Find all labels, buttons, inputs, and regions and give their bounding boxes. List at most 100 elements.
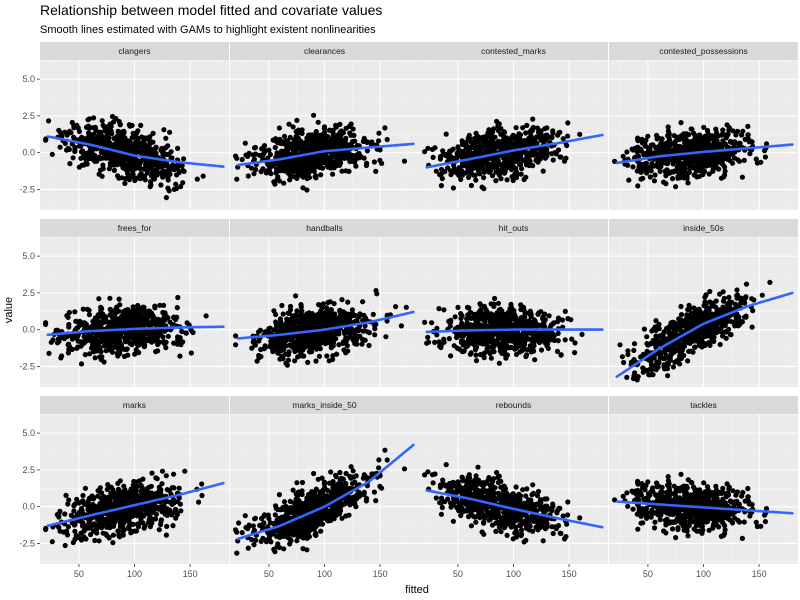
data-point [513, 125, 519, 131]
data-point [724, 132, 731, 138]
data-point [127, 317, 133, 323]
data-point [145, 331, 151, 337]
data-point [523, 353, 529, 360]
data-point [321, 338, 327, 344]
data-point [330, 353, 336, 359]
data-point [302, 157, 308, 163]
data-point [382, 125, 388, 131]
data-point [524, 347, 531, 353]
data-point [715, 141, 721, 147]
data-point [640, 175, 646, 181]
data-point [638, 169, 644, 175]
data-point [352, 341, 358, 347]
data-point [57, 144, 63, 150]
data-point [624, 149, 630, 155]
data-point [329, 311, 335, 317]
data-point [504, 177, 510, 183]
data-point [318, 172, 324, 178]
data-point [257, 327, 263, 333]
data-point [691, 172, 697, 178]
data-point [85, 117, 91, 123]
data-point [534, 125, 541, 131]
data-point [251, 156, 257, 162]
data-point [758, 159, 764, 165]
data-point [310, 344, 316, 350]
data-point [313, 358, 319, 364]
data-point [741, 157, 747, 163]
facet-panel-handballs: handballs [230, 219, 419, 387]
data-point [523, 158, 529, 164]
data-point [718, 175, 725, 181]
data-point [372, 326, 378, 332]
data-point [345, 299, 351, 305]
data-point [374, 291, 380, 297]
data-point [120, 309, 126, 315]
data-point [99, 354, 105, 360]
data-point [263, 168, 269, 174]
data-point [524, 122, 530, 128]
data-point [286, 121, 292, 127]
data-point [251, 171, 257, 177]
data-point [472, 347, 479, 353]
data-point [349, 307, 355, 313]
data-point [478, 351, 484, 358]
data-point [493, 144, 499, 150]
data-point [491, 349, 497, 355]
data-point [682, 139, 689, 145]
data-point [258, 354, 264, 360]
data-point [513, 341, 519, 347]
data-point [702, 168, 708, 175]
data-point [272, 144, 278, 151]
data-point [458, 338, 464, 344]
data-point [527, 129, 533, 135]
data-point [565, 120, 571, 126]
facet-panel-contested-marks: contested_marks [419, 42, 608, 210]
data-point [346, 123, 353, 129]
data-point [327, 299, 333, 305]
data-point [292, 174, 298, 180]
data-point [347, 334, 353, 340]
data-point [164, 151, 170, 158]
data-point [494, 316, 500, 322]
data-point [539, 147, 546, 153]
data-point [46, 350, 52, 356]
data-point [175, 145, 181, 151]
data-point [322, 129, 328, 135]
data-point [762, 154, 769, 160]
data-point [306, 334, 312, 340]
data-point [310, 313, 316, 319]
data-point [160, 309, 166, 316]
data-point [173, 185, 180, 192]
data-point [266, 147, 272, 153]
data-point [365, 329, 371, 335]
data-point [281, 133, 288, 139]
data-point [159, 172, 165, 178]
data-point [509, 165, 515, 171]
data-point [450, 168, 456, 174]
data-point [745, 123, 751, 129]
data-point [114, 162, 120, 168]
data-point [311, 145, 317, 151]
data-point [317, 308, 323, 314]
data-point [460, 141, 466, 148]
data-point [96, 311, 103, 317]
data-point [176, 170, 182, 176]
data-point [71, 125, 77, 131]
data-point [184, 320, 190, 326]
facet-label: frees_for [118, 223, 152, 233]
data-point [277, 136, 283, 142]
data-point [743, 281, 750, 287]
data-point [713, 159, 719, 166]
data-point [91, 336, 97, 342]
data-point [62, 129, 68, 135]
data-point [280, 323, 286, 329]
data-point [630, 164, 636, 170]
data-point [161, 314, 167, 320]
data-point [654, 135, 661, 141]
data-point [118, 137, 124, 143]
data-point [669, 176, 676, 182]
data-point [69, 346, 75, 352]
data-point [676, 159, 682, 165]
data-point [352, 332, 358, 338]
data-point [309, 156, 315, 162]
